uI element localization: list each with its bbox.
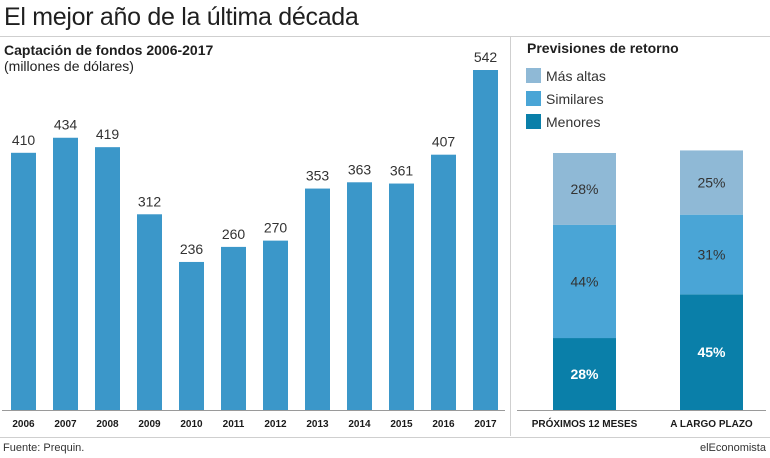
bar-2012 (263, 240, 288, 410)
top-divider (0, 36, 770, 37)
bar-2006 (11, 152, 36, 410)
source-note: Fuente: Prequin. (3, 442, 85, 454)
x-tick-label: 2007 (54, 419, 77, 430)
bar-value-label: 353 (306, 168, 330, 184)
x-tick-label: 2010 (180, 419, 203, 430)
bar-value-label: 260 (222, 226, 246, 242)
bar-value-label: 542 (474, 49, 498, 65)
x-tick-label: 2014 (348, 419, 371, 430)
bar-2014 (347, 182, 372, 410)
x-tick-label: 2016 (432, 419, 455, 430)
stack-segment-label: 28% (570, 181, 598, 197)
x-tick-label: 2009 (138, 419, 161, 430)
x-tick-label: 2008 (96, 419, 119, 430)
bar-value-label: 363 (348, 161, 372, 177)
bar-value-label: 361 (390, 163, 414, 179)
chart-title: El mejor año de la última década (4, 3, 359, 31)
legend-swatch (526, 68, 541, 83)
stack-segment-similares (680, 214, 743, 295)
brand-logo-text: elEconomista (699, 442, 766, 454)
legend-item: Similares (526, 87, 606, 110)
bar-2010 (179, 261, 204, 410)
x-tick-label: 2011 (223, 419, 245, 430)
bar-value-label: 270 (264, 220, 288, 236)
legend-label: Similares (546, 90, 604, 107)
vertical-divider (510, 36, 511, 436)
left-chart-unit: (millones de dólares) (4, 58, 134, 74)
legend-item: Menores (526, 110, 606, 133)
legend: Más altas Similares Menores (526, 64, 606, 133)
stack-category-label: PRÓXIMOS 12 MESES (532, 417, 638, 430)
bar-2016 (431, 154, 456, 410)
bottom-divider (0, 437, 770, 438)
bar-value-label: 434 (54, 117, 78, 133)
stack-segment-menores (553, 338, 616, 410)
bar-value-label: 236 (180, 241, 204, 257)
bar-2017 (473, 70, 498, 410)
stack-segment-label: 31% (697, 247, 725, 263)
x-tick-label: 2015 (390, 419, 413, 430)
right-chart-title: Previsiones de retorno (527, 40, 679, 56)
bar-value-label: 410 (12, 132, 36, 148)
bar-2007 (53, 137, 78, 410)
left-chart-heading: Captación de fondos 2006-2017 (millones … (4, 42, 213, 74)
legend-swatch (526, 114, 541, 129)
stack-segment-label: 25% (697, 175, 725, 191)
stack-segment-msaltas (680, 150, 743, 215)
bar-2009 (137, 214, 162, 410)
x-tick-label: 2006 (12, 419, 35, 430)
legend-label: Menores (546, 113, 601, 130)
stack-segment-label: 28% (570, 366, 599, 382)
stack-segment-similares (553, 224, 616, 339)
x-tick-label: 2013 (306, 419, 329, 430)
bar-value-label: 419 (96, 126, 120, 142)
bar-value-label: 312 (138, 193, 162, 209)
bar-2013 (305, 188, 330, 410)
stack-category-label: A LARGO PLAZO (670, 419, 753, 430)
x-tick-label: 2012 (264, 419, 287, 430)
bar-value-label: 407 (432, 134, 456, 150)
stack-segment-menores (680, 294, 743, 410)
stack-segment-msaltas (553, 153, 616, 225)
stack-segment-label: 44% (570, 274, 598, 290)
stack-segment-label: 45% (697, 344, 726, 360)
bar-2008 (95, 147, 120, 410)
legend-label: Más altas (546, 67, 606, 84)
legend-swatch (526, 91, 541, 106)
x-tick-label: 2017 (474, 419, 497, 430)
bar-2011 (221, 246, 246, 410)
left-chart-title: Captación de fondos 2006-2017 (4, 42, 214, 58)
bar-2015 (389, 183, 414, 410)
legend-item: Más altas (526, 64, 606, 87)
